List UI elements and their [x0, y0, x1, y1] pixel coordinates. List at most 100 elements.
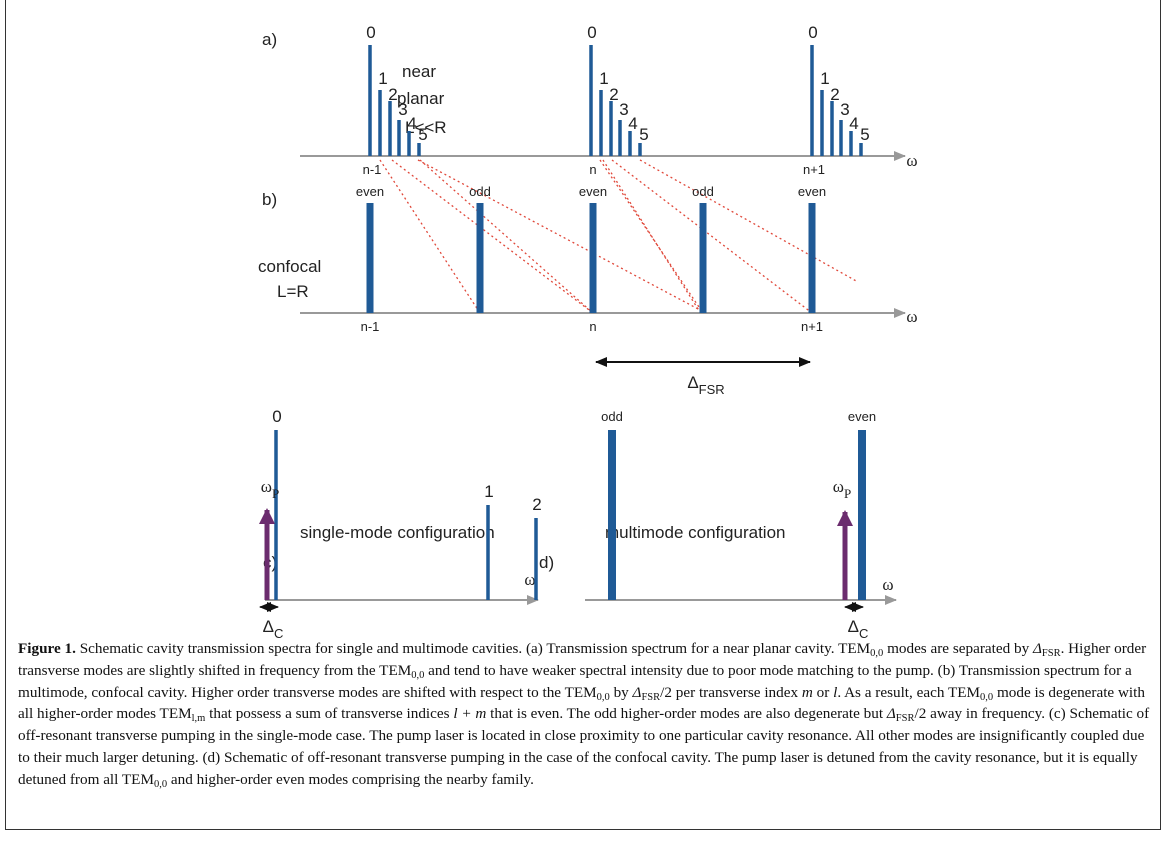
- mode-bar: [699, 203, 707, 313]
- panel-description: near: [402, 62, 436, 81]
- mapping-line: [379, 159, 481, 314]
- mode-label: 2: [532, 495, 541, 514]
- mode-label: 2: [609, 85, 618, 104]
- pump-label: ωP: [833, 477, 851, 501]
- detuning-label: ΔC: [848, 617, 869, 640]
- mode-label: 3: [398, 100, 407, 119]
- mode-label: 4: [628, 114, 637, 133]
- caption-sub: 0,0: [596, 691, 610, 703]
- parity-label: even: [579, 184, 607, 199]
- parity-label: odd: [469, 184, 491, 199]
- detuning-label-sub: C: [859, 626, 868, 640]
- pump-label-sub: P: [844, 486, 851, 501]
- mapping-line: [419, 159, 594, 314]
- mode-label: 0: [366, 23, 375, 42]
- parity-label: even: [356, 184, 384, 199]
- mode-label: 4: [849, 114, 858, 133]
- detuning-label-main: Δ: [263, 617, 274, 636]
- panel-description: L<<R: [405, 118, 447, 137]
- mode-bar: [589, 203, 597, 313]
- pump-label: ωP: [261, 477, 279, 501]
- parity-label: odd: [601, 409, 623, 424]
- caption-sub: FSR: [895, 713, 915, 725]
- mode-label: 2: [830, 85, 839, 104]
- figure-caption: Figure 1. Schematic cavity transmission …: [18, 638, 1153, 791]
- spacing-label-sub: FSR: [699, 382, 725, 397]
- caption-text: /2 per transverse index: [660, 683, 802, 701]
- caption-italic: l + m: [453, 705, 487, 723]
- mode-label: 1: [378, 69, 387, 88]
- caption-italic: Δ: [632, 683, 642, 701]
- axis-symbol: ω: [524, 570, 535, 589]
- caption-italic: Δ: [1032, 640, 1042, 657]
- mapping-line: [639, 159, 859, 283]
- axis-symbol: ω: [906, 307, 917, 326]
- mode-bar: [366, 203, 374, 313]
- axis-symbol: ω: [906, 151, 917, 170]
- mode-bar: [808, 203, 816, 313]
- pump-label-main: ω: [261, 477, 272, 496]
- detuning-label-sub: C: [274, 626, 283, 640]
- mode-label: 5: [418, 125, 427, 144]
- caption-italic: m: [801, 683, 813, 701]
- caption-text: that is even. The odd higher-order modes…: [486, 705, 887, 723]
- caption-sub: 0,0: [411, 669, 425, 681]
- panel-label: a): [262, 30, 277, 49]
- figure: a)nearplanarL<<Rω012345n-1012345n012345n…: [258, 23, 918, 640]
- mode-label: 3: [619, 100, 628, 119]
- caption-italic: Δ: [886, 705, 896, 723]
- panel-label: d): [539, 553, 554, 572]
- caption-text: and tend to have weaker spectral intensi…: [18, 661, 1132, 701]
- caption-sub: 0,0: [980, 691, 994, 703]
- caption-text: by: [609, 683, 633, 701]
- caption-sub: 0,0: [153, 778, 168, 790]
- caption-sub: 0,0: [870, 648, 884, 659]
- mode-label: 2: [388, 85, 397, 104]
- panel-description: L=R: [277, 282, 309, 301]
- parity-label: even: [848, 409, 876, 424]
- caption-text: that possess a sum of transverse indices: [205, 705, 454, 723]
- caption-text: . Higher order transverse modes are slig…: [18, 640, 1147, 679]
- caption-text: Schematic cavity transmission spectra fo…: [75, 640, 871, 657]
- mode-label: 5: [860, 125, 869, 144]
- mapping-line: [599, 159, 704, 314]
- axis-symbol: ω: [882, 575, 893, 594]
- figure-frame: [5, 0, 1161, 830]
- pump-label-main: ω: [833, 477, 844, 496]
- axis-label: n-1: [361, 319, 380, 334]
- panel-label: b): [262, 190, 277, 209]
- mapping-line: [602, 159, 701, 313]
- mode-label: 1: [599, 69, 608, 88]
- mode-bar: [608, 430, 616, 600]
- spacing-label-main: Δ: [687, 373, 698, 392]
- parity-label: odd: [692, 184, 714, 199]
- axis-label: n-1: [363, 162, 382, 177]
- panel-description: confocal: [258, 257, 321, 276]
- axis-label: n+1: [801, 319, 823, 334]
- mode-label: 0: [272, 407, 281, 426]
- mode-label: 1: [820, 69, 829, 88]
- axis-label: n: [589, 162, 596, 177]
- spacing-label: ΔFSR: [687, 373, 724, 397]
- caption-text: or: [812, 683, 834, 701]
- mode-label: 5: [639, 125, 648, 144]
- caption-text: . As a result, each TEM: [837, 683, 981, 701]
- panel-title: single-mode configuration: [300, 523, 495, 542]
- parity-label: even: [798, 184, 826, 199]
- caption-sub: l,m: [191, 713, 206, 725]
- pump-label-sub: P: [272, 486, 279, 501]
- detuning-label: ΔC: [263, 617, 284, 640]
- caption-bold: Figure 1.: [18, 640, 76, 657]
- caption-text: /2 away in frequency. (c) Schematic of o…: [18, 705, 1150, 788]
- mode-label: 0: [587, 23, 596, 42]
- mode-bar: [858, 430, 866, 600]
- mapping-line: [417, 159, 701, 311]
- caption-sub: FSR: [641, 691, 661, 703]
- mode-bar: [476, 203, 484, 313]
- axis-label: n+1: [803, 162, 825, 177]
- caption-italic: l: [833, 683, 838, 701]
- caption-text: modes are separated by: [883, 640, 1033, 657]
- mode-label: 3: [840, 100, 849, 119]
- caption-sub: FSR: [1041, 648, 1061, 659]
- mode-label: 1: [484, 482, 493, 501]
